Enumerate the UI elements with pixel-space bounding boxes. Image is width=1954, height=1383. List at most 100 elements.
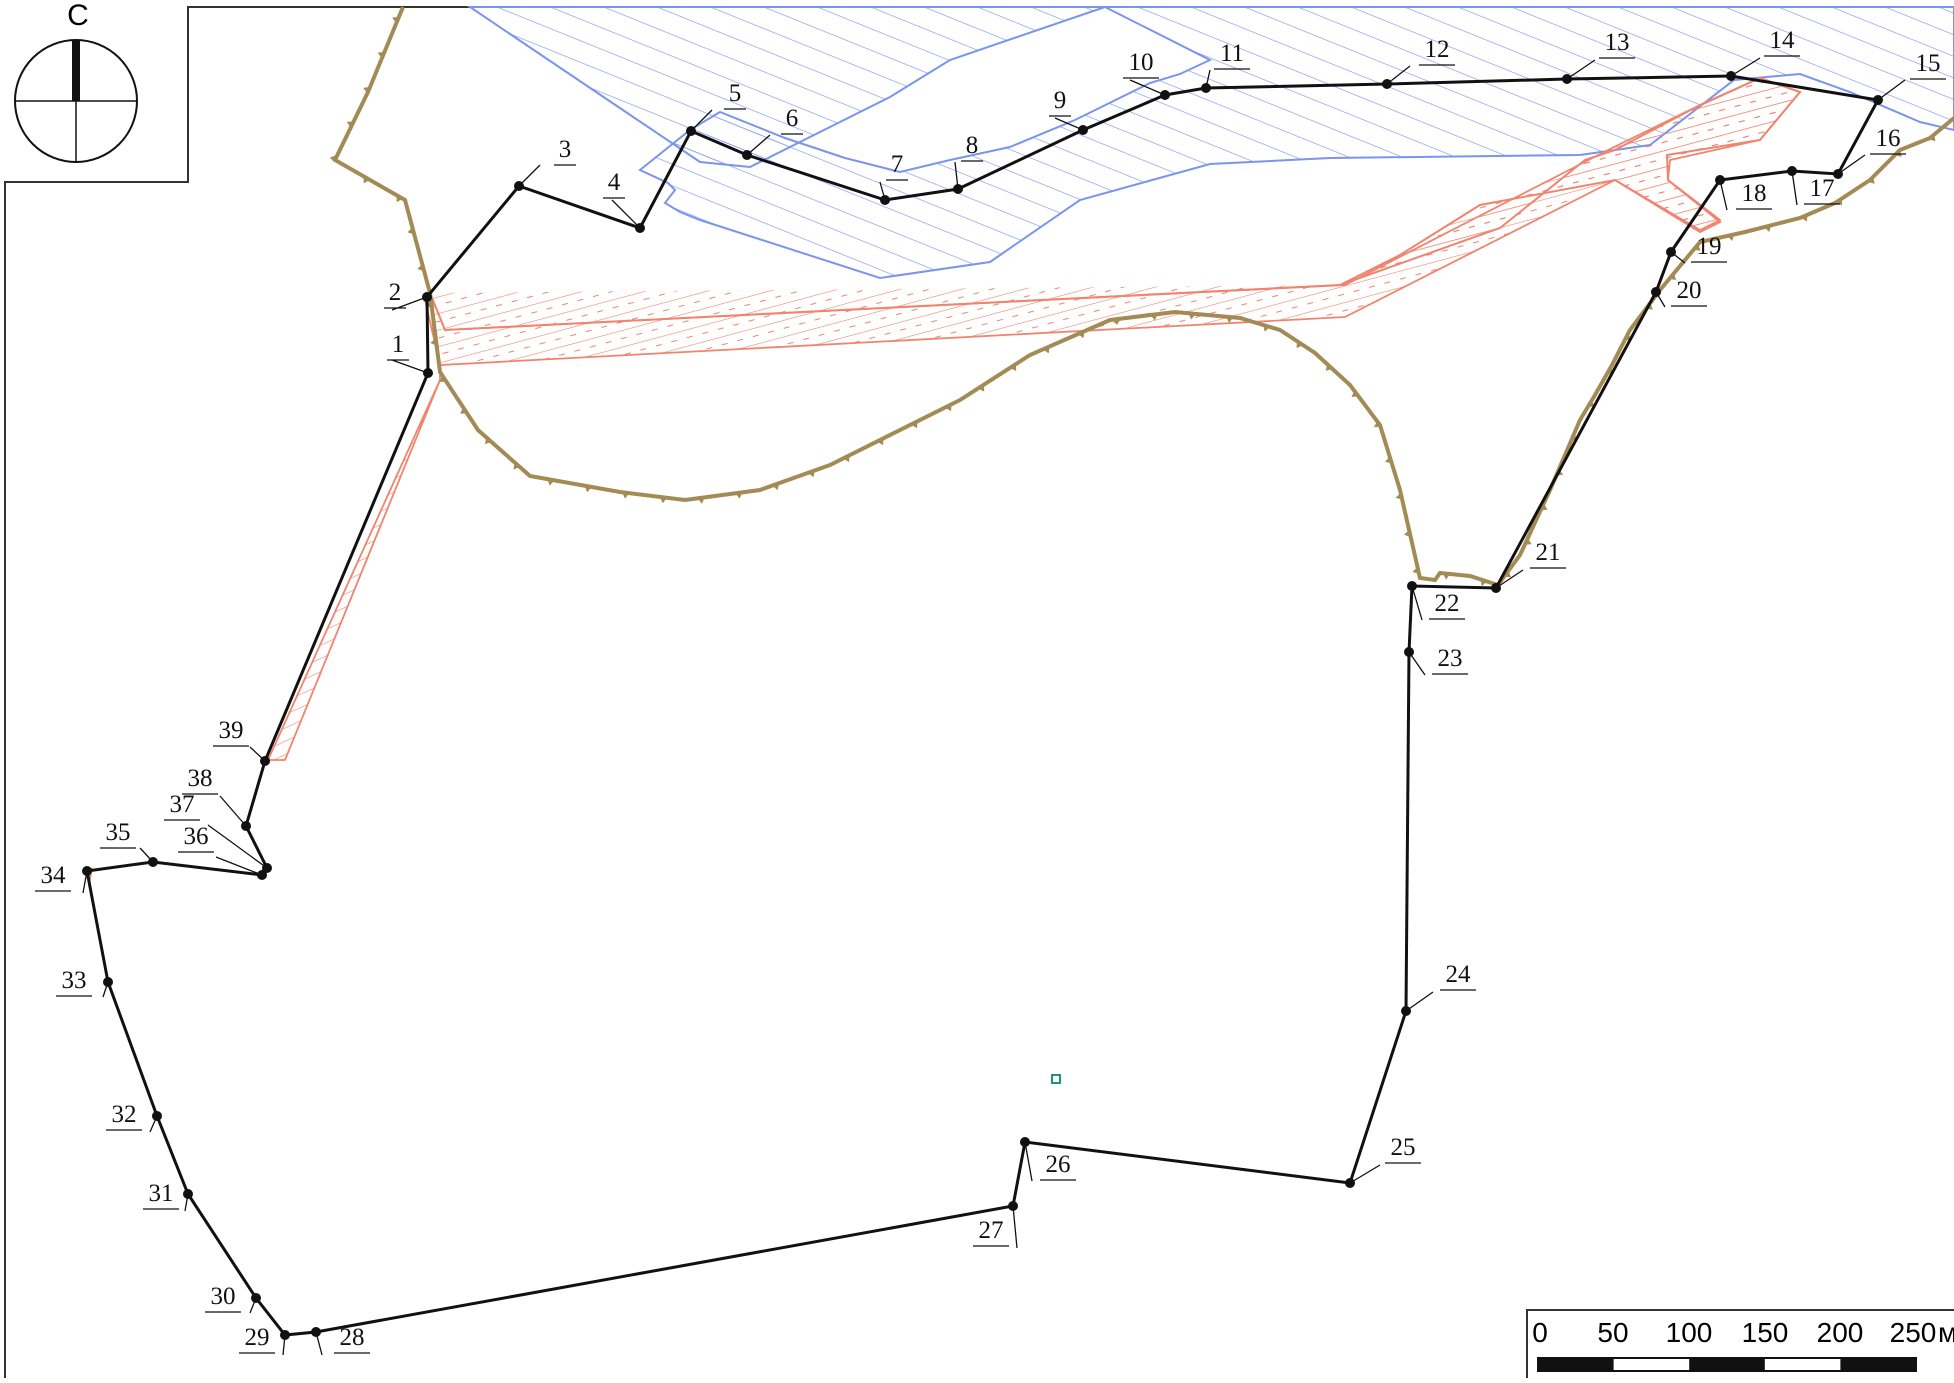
- boundary-point-37: 37: [164, 791, 272, 873]
- terrain-tooth: [547, 479, 555, 486]
- point-marker: [423, 368, 433, 378]
- boundary-point-24: 24: [1401, 961, 1476, 1016]
- terrain-tooth: [911, 421, 918, 429]
- point-marker: [953, 184, 963, 194]
- terrain-tooth: [363, 176, 370, 184]
- point-leader: [1405, 989, 1476, 1012]
- scale-tick-200: 200: [1817, 1317, 1864, 1348]
- point-marker: [1787, 166, 1797, 176]
- scale-tick-250: 250: [1890, 1317, 1937, 1348]
- terrain-tooth: [1263, 324, 1270, 332]
- terrain-tooth: [1480, 579, 1488, 587]
- boundary-point-9: 9: [1049, 87, 1088, 135]
- point-marker: [1833, 169, 1843, 179]
- terrain-tooth: [1385, 456, 1392, 464]
- terrain-tooth: [363, 86, 371, 94]
- terrain-tooth: [808, 470, 815, 478]
- point-marker: [1201, 83, 1211, 93]
- boundary-point-35: 35: [100, 819, 158, 867]
- point-label: 27: [979, 1217, 1004, 1244]
- point-label: 31: [149, 1180, 174, 1207]
- point-label: 28: [340, 1324, 365, 1351]
- point-leader: [1730, 55, 1800, 77]
- boundary-point-3: 3: [514, 136, 576, 191]
- point-marker: [686, 126, 696, 136]
- point-marker: [280, 1330, 290, 1340]
- terrain-tooth: [1188, 313, 1196, 320]
- point-leader: [603, 197, 641, 229]
- point-marker: [1382, 79, 1392, 89]
- water-zone: [466, 6, 1954, 280]
- north-arrow: С: [14, 0, 138, 163]
- point-marker: [311, 1327, 321, 1337]
- point-label: 12: [1425, 36, 1450, 63]
- terrain-tooth: [1009, 364, 1017, 372]
- terrain-tooth: [407, 227, 415, 235]
- point-marker: [422, 292, 432, 302]
- point-leader: [1495, 567, 1566, 589]
- terrain-tooth: [622, 492, 630, 499]
- boundary-point-6: 6: [742, 105, 803, 160]
- terrain-tooth: [772, 483, 780, 491]
- scale-tick-100: 100: [1666, 1317, 1713, 1348]
- point-label: 21: [1536, 539, 1561, 566]
- point-marker: [1345, 1178, 1355, 1188]
- point-marker: [1020, 1137, 1030, 1147]
- point-label: 23: [1438, 645, 1463, 672]
- terrain-tooth: [1404, 529, 1411, 537]
- point-leader: [100, 847, 154, 863]
- point-marker: [1404, 647, 1414, 657]
- point-label: 38: [188, 765, 213, 792]
- north-letter: С: [67, 0, 89, 32]
- scale-tick-150: 150: [1742, 1317, 1789, 1348]
- terrain-tooth: [1226, 316, 1234, 324]
- terrain-tooth: [1296, 341, 1303, 349]
- boundary-point-17: 17: [1787, 166, 1840, 206]
- point-label: 37: [170, 791, 195, 818]
- terrain-tooth: [1325, 364, 1333, 371]
- scale-tick-50: 50: [1597, 1317, 1628, 1348]
- point-label: 17: [1810, 175, 1835, 202]
- scale-unit: м: [1938, 1317, 1954, 1348]
- terrain-tooth: [1042, 346, 1050, 354]
- terrain-tooth: [1524, 538, 1532, 545]
- boundary-point-14: 14: [1726, 27, 1800, 81]
- point-label: 9: [1054, 87, 1067, 114]
- terrain-tooth: [1867, 176, 1875, 184]
- boundary-point-12: 12: [1382, 36, 1455, 89]
- point-marker: [1651, 287, 1661, 297]
- terrain-tooth: [1442, 573, 1451, 580]
- point-leader: [1349, 1162, 1421, 1184]
- terrain-tooth: [392, 16, 400, 24]
- parcel-boundary: [85, 74, 1881, 1337]
- terrain-tooth: [659, 496, 668, 504]
- point-marker: [260, 756, 270, 766]
- point-leader: [1837, 153, 1906, 175]
- terrain-tooth: [1928, 134, 1936, 142]
- boundary-point-13: 13: [1562, 29, 1635, 84]
- terrain-tooth: [1801, 214, 1808, 222]
- terrain-tooth: [1374, 420, 1382, 427]
- point-leader: [746, 133, 803, 156]
- point-marker: [1726, 71, 1736, 81]
- boundary-point-23: 23: [1404, 645, 1468, 676]
- scale-tick-0: 0: [1532, 1317, 1548, 1348]
- terrain-tooth: [1669, 273, 1677, 280]
- point-label: 6: [786, 105, 799, 132]
- terrain-tooth: [1727, 234, 1735, 242]
- point-marker: [262, 863, 272, 873]
- terrain-tooth: [1540, 503, 1548, 511]
- point-marker: [1562, 74, 1572, 84]
- point-label: 7: [891, 151, 904, 178]
- point-leader: [1123, 77, 1166, 96]
- terrain-tooth: [1077, 331, 1085, 339]
- boundary-point-15: 15: [1873, 50, 1946, 105]
- terrain-tooth: [430, 338, 437, 346]
- terrain-tooth: [439, 375, 447, 382]
- terrain-edge-right: [1496, 116, 1954, 587]
- survey-marker: [1051, 1074, 1061, 1084]
- point-label: 20: [1677, 277, 1702, 304]
- terrain-tooth: [1412, 566, 1420, 575]
- point-leader: [1024, 1141, 1076, 1182]
